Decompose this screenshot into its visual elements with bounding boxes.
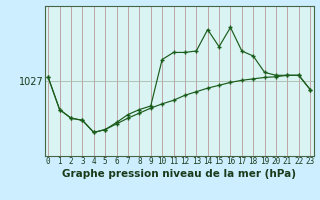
- X-axis label: Graphe pression niveau de la mer (hPa): Graphe pression niveau de la mer (hPa): [62, 169, 296, 179]
